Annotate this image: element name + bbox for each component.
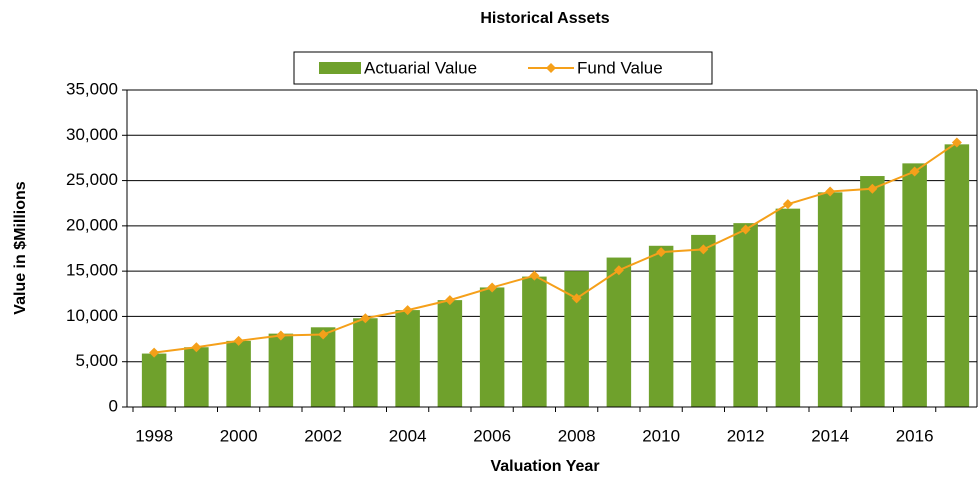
marker: [149, 347, 160, 358]
y-tick-label: 5,000: [75, 351, 118, 370]
marker: [529, 270, 540, 281]
legend-label: Actuarial Value: [364, 58, 477, 77]
marker: [698, 244, 709, 255]
x-tick-label: 1998: [135, 426, 173, 445]
y-tick-label: 15,000: [66, 261, 118, 280]
bar: [395, 310, 420, 407]
marker: [191, 342, 202, 353]
line: [153, 141, 958, 354]
x-tick-label: 2004: [389, 426, 427, 445]
marker: [656, 247, 667, 258]
x-tick-label: 2008: [558, 426, 596, 445]
marker: [360, 313, 371, 324]
y-tick-label: 35,000: [66, 79, 118, 98]
x-axis-label: Valuation Year: [490, 458, 599, 475]
bar: [860, 176, 885, 407]
bar: [353, 318, 378, 407]
y-tick-label: 30,000: [66, 125, 118, 144]
bar: [606, 257, 632, 407]
marker: [613, 265, 624, 276]
marker: [867, 183, 878, 194]
legend-swatch: [319, 62, 361, 74]
marker: [951, 137, 962, 148]
marker: [444, 295, 455, 306]
legend-swatch: [546, 63, 556, 73]
bar: [310, 327, 336, 407]
bar: [648, 245, 674, 407]
marker: [233, 335, 244, 346]
x-tick-label: 2016: [896, 426, 934, 445]
bar: [141, 353, 167, 407]
bar: [226, 340, 251, 407]
bar: [479, 287, 505, 407]
bar: [184, 347, 209, 407]
bar: [268, 333, 294, 407]
x-tick-label: 2010: [642, 426, 680, 445]
marker: [571, 293, 582, 304]
bar: [691, 234, 716, 407]
marker: [825, 186, 836, 197]
y-tick-label: 10,000: [66, 306, 118, 325]
chart-title: Historical Assets: [480, 10, 609, 27]
y-tick-label: 20,000: [66, 215, 118, 234]
marker: [782, 199, 793, 210]
x-tick-label: 2000: [220, 426, 258, 445]
marker: [318, 329, 329, 340]
marker: [275, 330, 286, 341]
marker: [909, 166, 920, 177]
bar: [775, 208, 801, 407]
marker: [487, 282, 498, 293]
marker: [740, 224, 751, 235]
y-axis-label: Value in $Millions: [12, 181, 29, 314]
bar: [522, 276, 547, 407]
y-tick-label: 25,000: [66, 170, 118, 189]
legend-label: Fund Value: [577, 58, 663, 77]
bar: [733, 223, 758, 407]
x-tick-label: 2002: [304, 426, 342, 445]
y-tick-label: 0: [109, 396, 118, 415]
bar: [944, 144, 970, 408]
x-tick-label: 2012: [727, 426, 765, 445]
bar: [902, 163, 927, 407]
x-tick-label: 2014: [811, 426, 849, 445]
bar: [817, 192, 843, 407]
bar: [437, 300, 463, 407]
x-tick-label: 2006: [473, 426, 511, 445]
legend-box: [293, 51, 713, 85]
marker: [402, 305, 413, 316]
